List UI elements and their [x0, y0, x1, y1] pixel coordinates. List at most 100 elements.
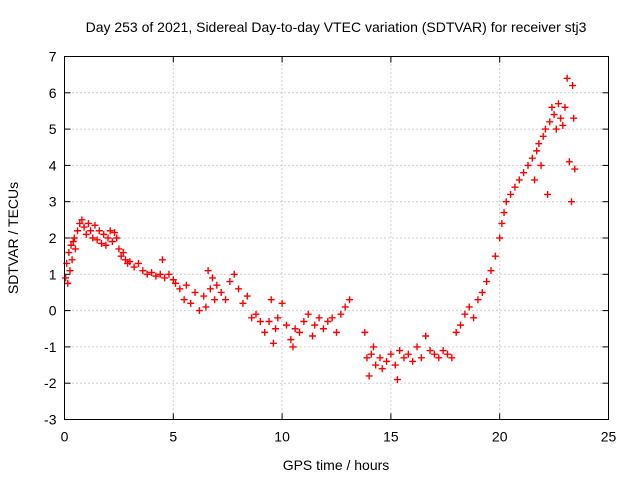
data-point [491, 252, 499, 260]
data-point [95, 227, 103, 235]
y-tick-label: 7 [49, 49, 57, 65]
data-point [180, 296, 188, 304]
data-point [108, 238, 116, 246]
data-point [568, 198, 576, 206]
data-point [391, 361, 399, 369]
data-point [502, 198, 510, 206]
data-point [97, 239, 105, 247]
data-point [282, 321, 290, 329]
data-point [165, 270, 173, 278]
x-tick-label: 0 [61, 429, 69, 445]
data-point [171, 279, 179, 287]
data-point [91, 221, 99, 229]
data-point [430, 350, 438, 358]
data-point [206, 285, 214, 293]
data-point [541, 125, 549, 133]
data-point [474, 296, 482, 304]
data-point [443, 350, 451, 358]
data-point [67, 241, 75, 249]
data-point [550, 111, 558, 119]
data-point [417, 354, 425, 362]
data-point [287, 336, 295, 344]
data-point [213, 281, 221, 289]
data-point [130, 263, 138, 271]
data-point [66, 267, 74, 275]
data-point [515, 176, 523, 184]
data-point [226, 278, 234, 286]
data-point [571, 165, 579, 173]
data-point [452, 328, 460, 336]
data-point [115, 245, 123, 253]
data-point [378, 365, 386, 373]
data-point [465, 303, 473, 311]
data-point [274, 314, 282, 322]
data-point [372, 361, 380, 369]
data-point [393, 376, 401, 384]
data-point [315, 314, 323, 322]
data-point [187, 299, 195, 307]
data-point [169, 276, 177, 284]
data-point [62, 274, 70, 282]
data-point [535, 140, 543, 148]
data-point [319, 325, 327, 333]
data-point [300, 317, 308, 325]
data-point [291, 325, 299, 333]
data-point [333, 328, 340, 336]
data-point [113, 234, 121, 242]
data-point [448, 354, 456, 362]
data-point [64, 279, 72, 287]
data-point [261, 328, 269, 336]
data-point [361, 328, 369, 336]
data-point [533, 147, 541, 155]
data-point [252, 310, 260, 318]
data-point [544, 190, 552, 198]
data-point [65, 249, 73, 257]
data-point [256, 317, 264, 325]
data-point [548, 103, 556, 111]
data-point [304, 310, 312, 318]
data-point [524, 161, 532, 169]
data-point [102, 241, 110, 249]
data-point [80, 223, 88, 231]
data-point [68, 256, 76, 264]
data-point [104, 234, 112, 242]
data-point [265, 317, 273, 325]
data-point [498, 219, 506, 227]
data-point [528, 154, 536, 162]
data-point [337, 310, 345, 318]
data-point [520, 169, 528, 177]
chart-title: Day 253 of 2021, Sidereal Day-to-day VTE… [86, 19, 587, 35]
data-point [500, 209, 508, 217]
data-point [483, 278, 491, 286]
x-axis-label: GPS time / hours [283, 457, 390, 473]
data-point [400, 354, 408, 362]
data-point [139, 267, 147, 275]
x-tick-label: 15 [383, 429, 399, 445]
data-point [74, 227, 82, 235]
data-point [439, 347, 447, 355]
data-point [478, 288, 486, 296]
data-point [487, 267, 495, 275]
data-point [272, 325, 280, 333]
data-point [539, 132, 547, 140]
data-point [559, 121, 567, 129]
data-point [222, 296, 230, 304]
data-point [511, 183, 519, 191]
data-point [422, 332, 430, 340]
data-point [367, 350, 375, 358]
data-point [71, 245, 79, 253]
data-point [70, 234, 78, 242]
grid-lines [64, 56, 609, 420]
data-point [496, 234, 504, 242]
data-point [117, 252, 125, 260]
y-tick-label: 6 [49, 85, 57, 101]
data-point [557, 114, 565, 122]
x-tick-label: 10 [274, 429, 290, 445]
y-tick-label: -1 [44, 339, 57, 355]
data-point [161, 274, 169, 282]
data-point [457, 321, 465, 329]
data-point [309, 332, 317, 340]
data-point [413, 343, 421, 351]
y-tick-label: 4 [49, 157, 57, 173]
data-point [78, 216, 86, 224]
